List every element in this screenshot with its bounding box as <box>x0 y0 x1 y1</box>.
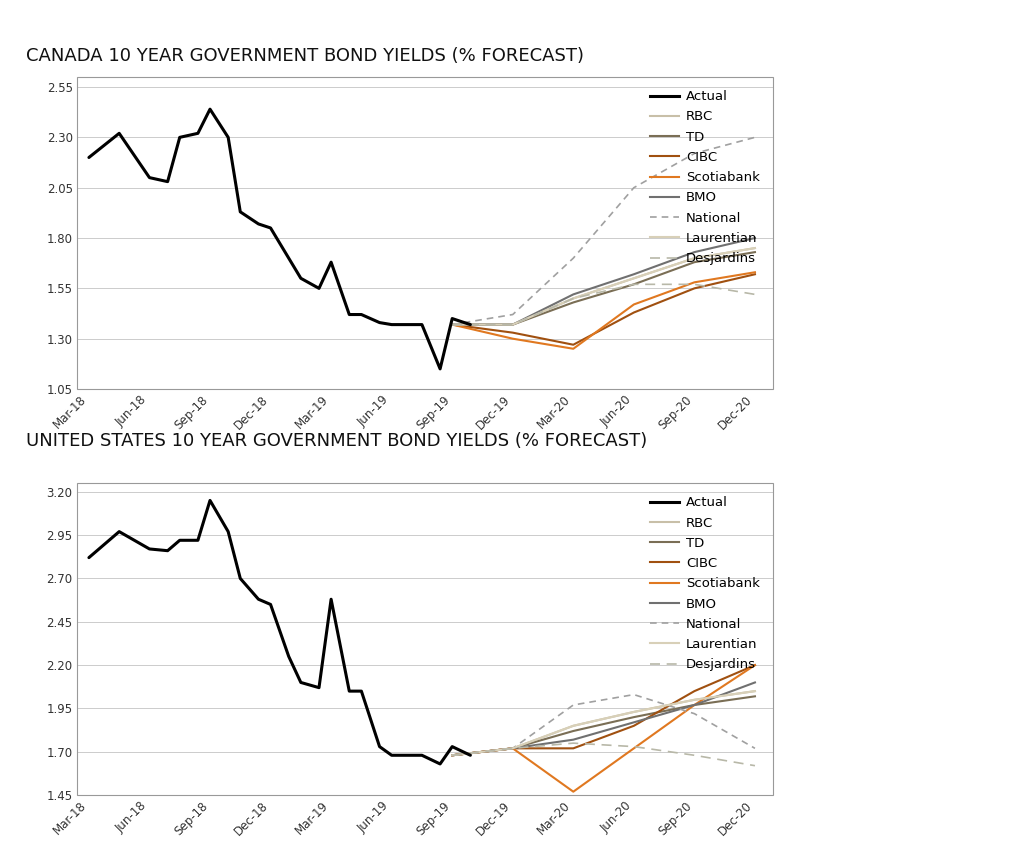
Legend: Actual, RBC, TD, CIBC, Scotiabank, BMO, National, Laurentian, Desjardins: Actual, RBC, TD, CIBC, Scotiabank, BMO, … <box>644 84 767 272</box>
Legend: Actual, RBC, TD, CIBC, Scotiabank, BMO, National, Laurentian, Desjardins: Actual, RBC, TD, CIBC, Scotiabank, BMO, … <box>644 490 767 678</box>
Text: CANADA 10 YEAR GOVERNMENT BOND YIELDS (% FORECAST): CANADA 10 YEAR GOVERNMENT BOND YIELDS (%… <box>26 47 584 65</box>
Bar <box>77 77 773 389</box>
Bar <box>77 483 773 795</box>
Text: UNITED STATES 10 YEAR GOVERNMENT BOND YIELDS (% FORECAST): UNITED STATES 10 YEAR GOVERNMENT BOND YI… <box>26 432 647 450</box>
